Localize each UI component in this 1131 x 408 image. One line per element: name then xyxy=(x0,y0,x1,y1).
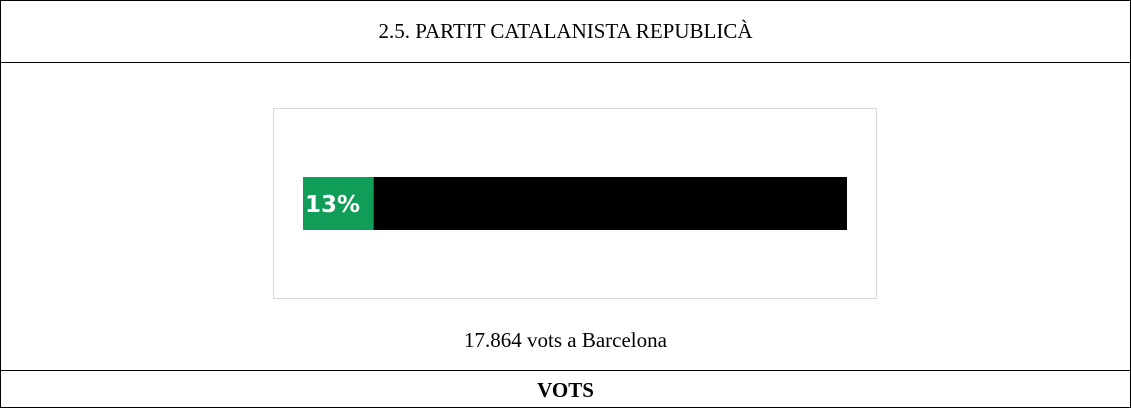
title-row: 2.5. PARTIT CATALANISTA REPUBLICÀ xyxy=(0,0,1131,63)
title: 2.5. PARTIT CATALANISTA REPUBLICÀ xyxy=(378,19,753,43)
data-label: 13% xyxy=(305,192,360,218)
footer-row: VOTS xyxy=(0,370,1131,408)
caption: 17.864 vots a Barcelona xyxy=(464,328,667,352)
chart-row: 13% 17.864 vots a Barcelona xyxy=(0,62,1131,371)
footer-label: VOTS xyxy=(537,378,594,402)
bar-track xyxy=(303,177,847,230)
bar xyxy=(303,177,374,230)
chart: 13% xyxy=(273,108,877,299)
